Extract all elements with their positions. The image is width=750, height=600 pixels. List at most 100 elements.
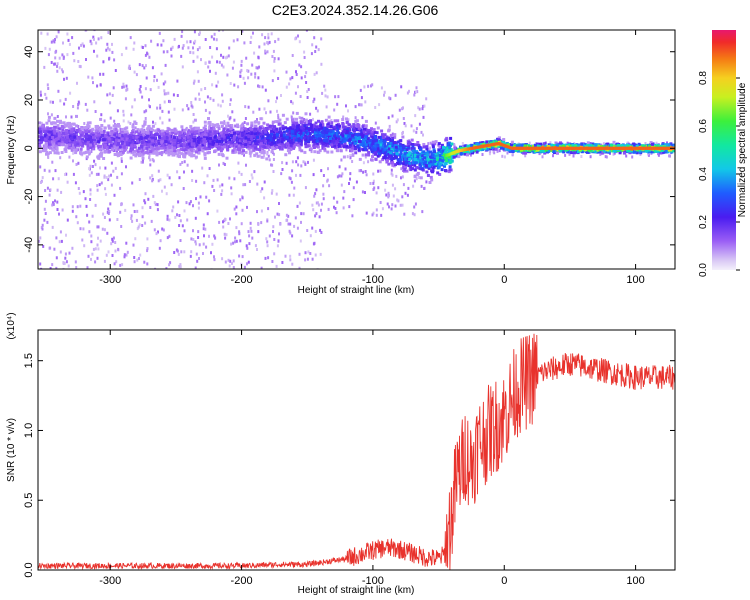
- heatmap-cell: [343, 142, 347, 146]
- heatmap-cell: [221, 183, 224, 187]
- heatmap-cell: [501, 154, 504, 158]
- heatmap-cell: [61, 68, 63, 72]
- heatmap-cell: [222, 161, 225, 165]
- heatmap-cell: [211, 184, 214, 188]
- heatmap-cell: [251, 63, 254, 67]
- heatmap-cell: [62, 261, 65, 265]
- heatmap-cell: [230, 242, 233, 246]
- heatmap-cell: [338, 174, 341, 178]
- heatmap-cell: [132, 47, 135, 51]
- heatmap-cell: [612, 152, 615, 156]
- heatmap-cell: [413, 168, 417, 172]
- heatmap-cell: [209, 46, 212, 49]
- heatmap-cell: [322, 184, 325, 188]
- heatmap-cell: [226, 148, 230, 152]
- heatmap-cell: [295, 73, 298, 76]
- heatmap-cell: [77, 128, 81, 131]
- heatmap-cell: [225, 130, 229, 134]
- heatmap-cell: [50, 113, 53, 117]
- heatmap-cell: [604, 155, 607, 159]
- heatmap-cell: [278, 127, 282, 131]
- heatmap-cell: [249, 221, 252, 225]
- heatmap-cell: [218, 163, 220, 167]
- heatmap-cell: [206, 174, 209, 178]
- heatmap-cell: [107, 178, 110, 182]
- heatmap-cell: [440, 155, 444, 159]
- heatmap-cell: [414, 202, 417, 206]
- heatmap-cell: [253, 120, 257, 124]
- heatmap-cell: [386, 157, 390, 161]
- heatmap-cell: [140, 160, 143, 164]
- heatmap-cell: [173, 107, 176, 111]
- heatmap-cell: [56, 62, 59, 66]
- heatmap-cell: [226, 73, 229, 77]
- heatmap-cell: [267, 126, 271, 130]
- heatmap-cell: [298, 148, 302, 152]
- heatmap-cell: [558, 142, 562, 146]
- heatmap-cell: [180, 250, 183, 254]
- heatmap-cell: [414, 90, 417, 94]
- heatmap-cell: [290, 145, 294, 149]
- heatmap-cell: [345, 148, 348, 152]
- heatmap-cell: [354, 147, 357, 151]
- heatmap-cell: [288, 176, 291, 180]
- heatmap-cell: [340, 183, 343, 187]
- heatmap-cell: [391, 143, 395, 147]
- heatmap-cell: [322, 192, 325, 196]
- heatmap-cell: [373, 130, 377, 134]
- heatmap-cell: [107, 250, 110, 254]
- heatmap-cell: [194, 240, 197, 244]
- heatmap-cell: [227, 141, 230, 145]
- heatmap-cell: [238, 254, 241, 258]
- heatmap-cell: [287, 222, 290, 226]
- heatmap-cell: [181, 65, 184, 69]
- heatmap-cell: [107, 124, 111, 128]
- heatmap-cell: [261, 187, 264, 191]
- heatmap-cell: [233, 118, 236, 122]
- heatmap-cell: [264, 36, 267, 40]
- heatmap-cell: [313, 124, 317, 128]
- heatmap-cell: [290, 180, 293, 184]
- heatmap-cell: [647, 150, 651, 154]
- heatmap-cell: [418, 146, 421, 150]
- heatmap-cell: [122, 113, 125, 117]
- heatmap-cell: [159, 239, 162, 243]
- heatmap-cell: [65, 115, 67, 119]
- heatmap-cell: [54, 56, 57, 60]
- heatmap-cell: [90, 42, 93, 46]
- heatmap-cell: [62, 55, 65, 59]
- heatmap-cell: [271, 55, 274, 58]
- heatmap-cell: [140, 153, 144, 157]
- heatmap-cell: [333, 119, 337, 123]
- heatmap-cell: [372, 172, 375, 176]
- heatmap-cell: [383, 139, 387, 143]
- heatmap-cell: [371, 155, 374, 158]
- heatmap-cell: [57, 177, 60, 181]
- heatmap-cell: [281, 168, 284, 171]
- heatmap-cell: [72, 147, 76, 151]
- heatmap-cell: [311, 43, 314, 47]
- heatmap-cell: [493, 151, 496, 155]
- heatmap-cell: [234, 240, 236, 244]
- heatmap-cell: [381, 158, 385, 162]
- heatmap-cell: [82, 151, 86, 155]
- heatmap-cell: [352, 123, 356, 127]
- heatmap-cell: [413, 205, 416, 209]
- heatmap-cell: [228, 176, 231, 180]
- heatmap-cell: [411, 147, 415, 151]
- heatmap-cell: [88, 230, 91, 234]
- heatmap-cell: [387, 150, 391, 154]
- heatmap-cell: [278, 213, 281, 217]
- heatmap-cell: [71, 142, 75, 146]
- heatmap-cell: [141, 215, 144, 219]
- heatmap-cell: [297, 85, 299, 89]
- heatmap-cell: [330, 121, 334, 125]
- heatmap-cell: [292, 193, 295, 197]
- heatmap-cell: [166, 50, 169, 54]
- heatmap-cell: [133, 256, 136, 259]
- heatmap-cell: [274, 215, 276, 219]
- heatmap-cell: [181, 30, 184, 34]
- heatmap-cell: [351, 146, 355, 150]
- heatmap-cell: [391, 203, 394, 207]
- heatmap-cell: [82, 44, 85, 48]
